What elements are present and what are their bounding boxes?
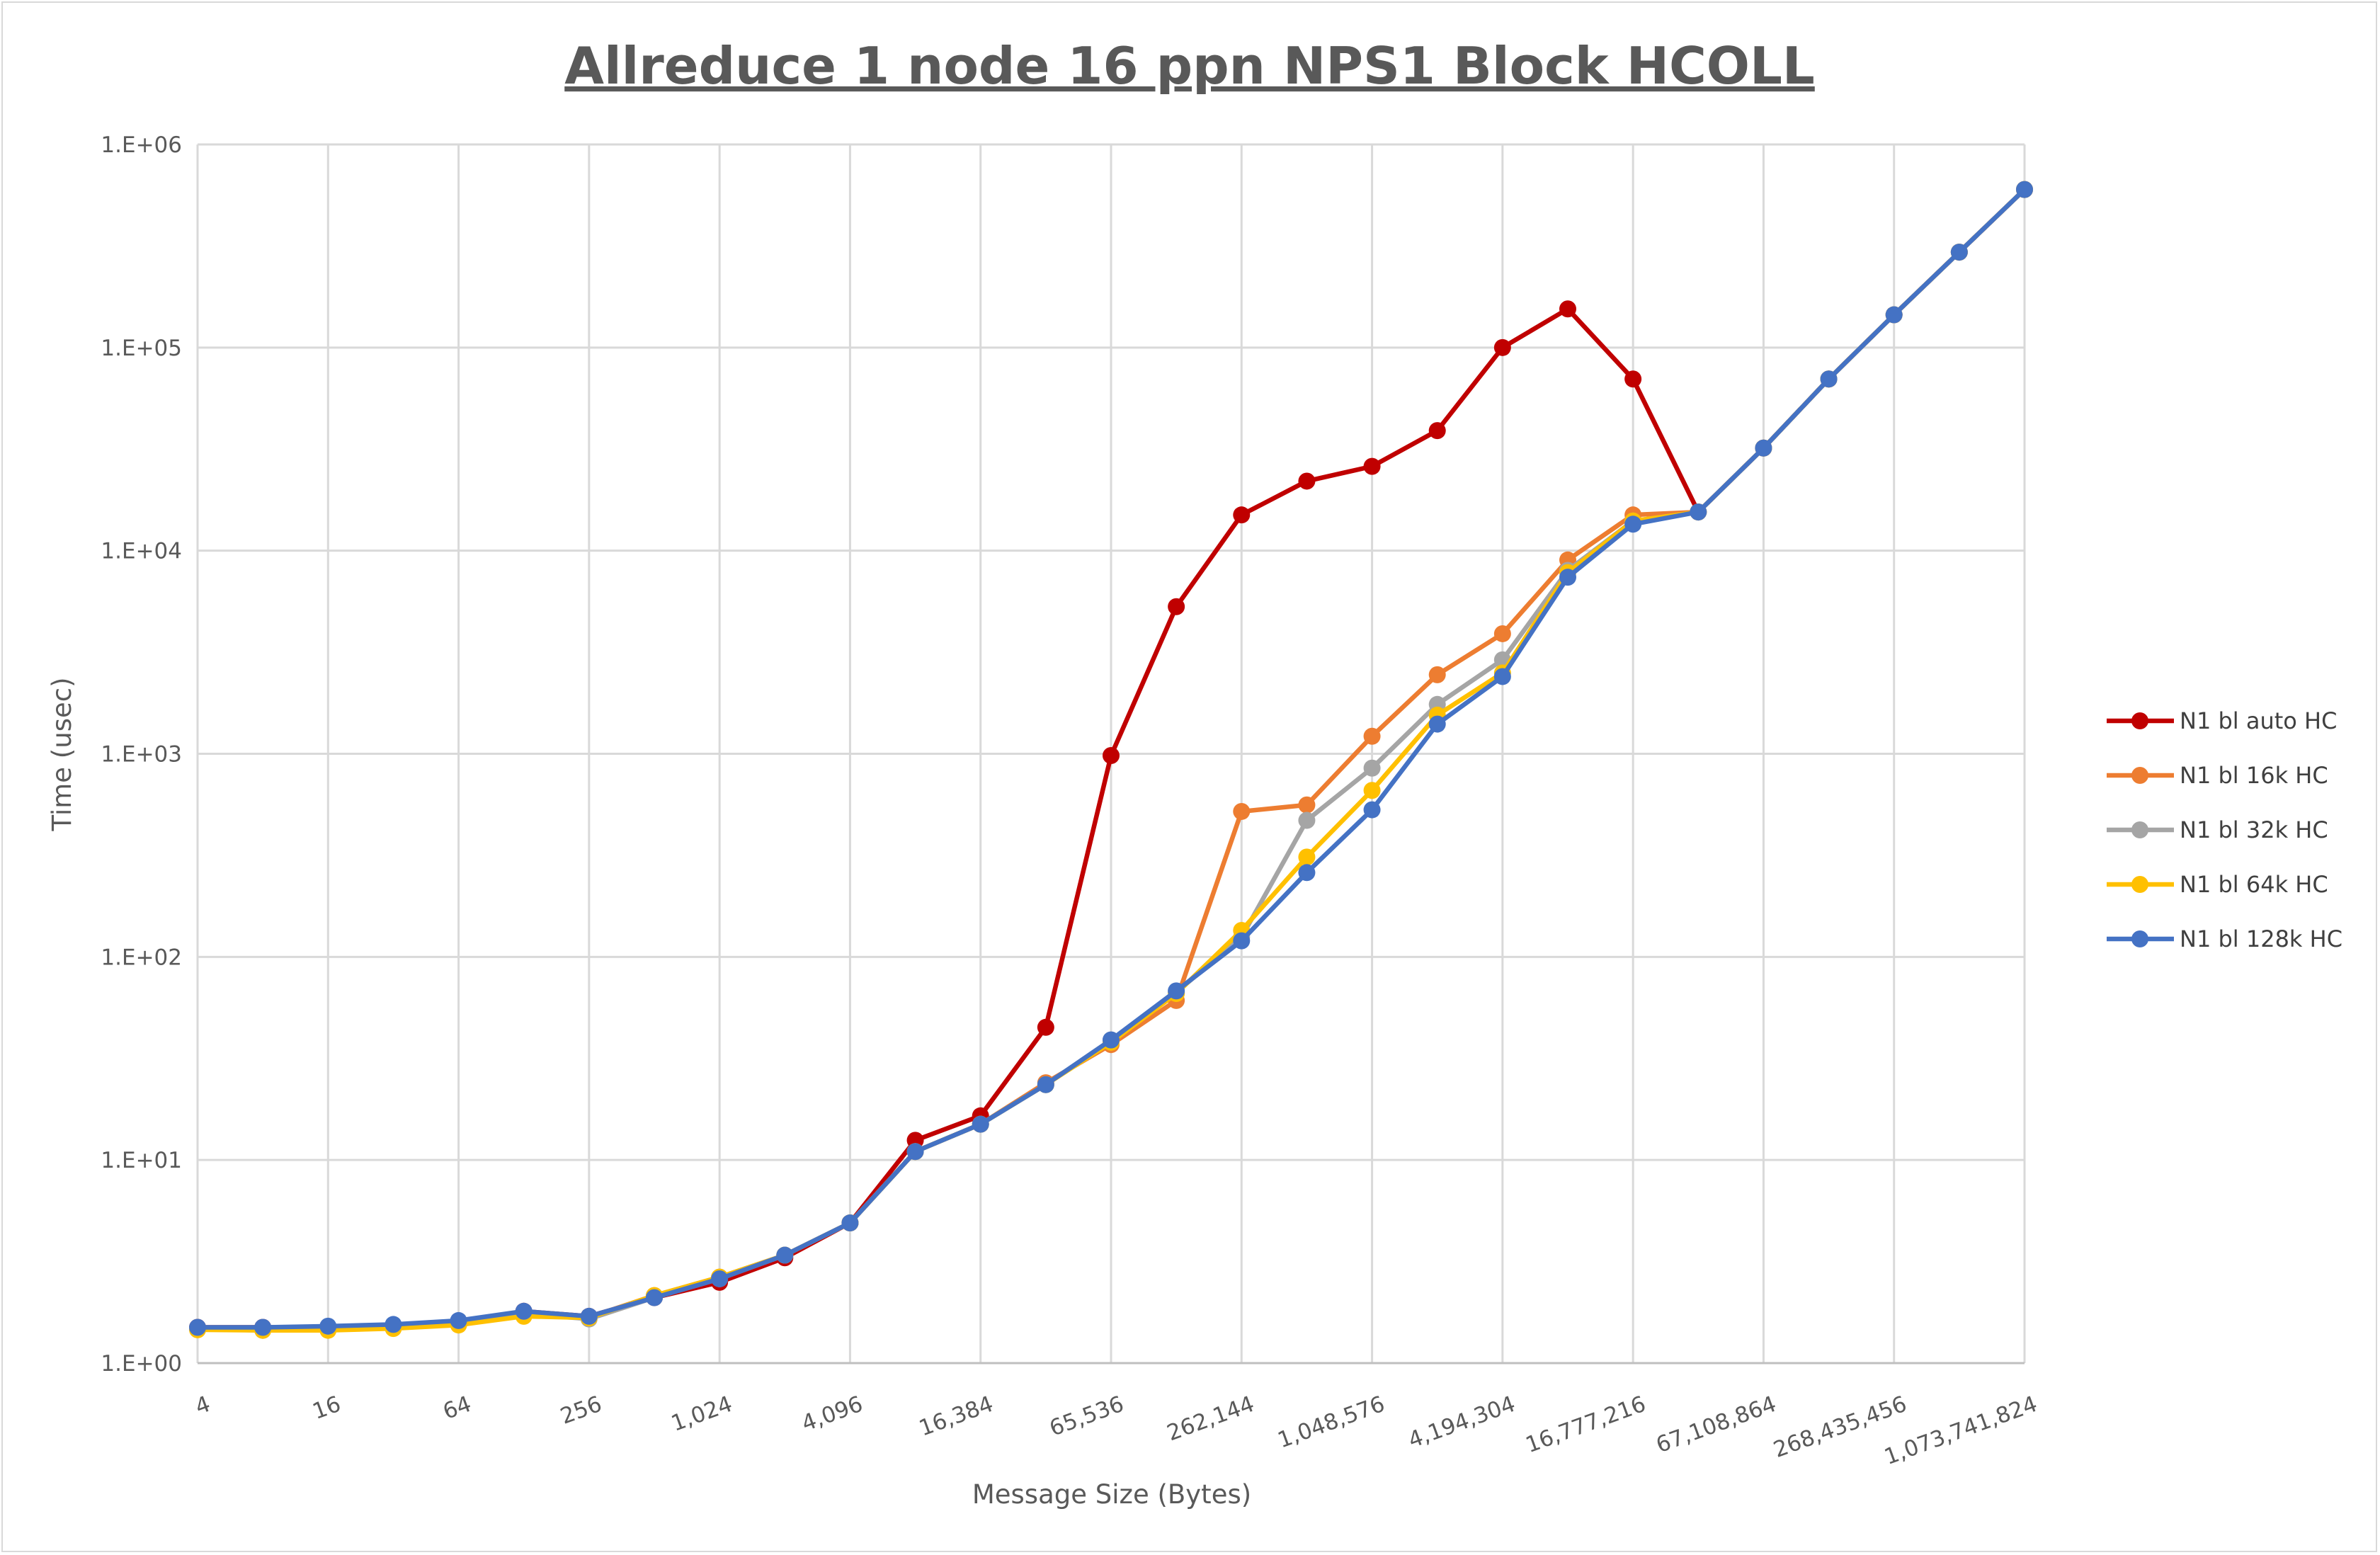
- chart-title: Allreduce 1 node 16 ppn NPS1 Block HCOLL: [564, 36, 1815, 96]
- data-point: [1298, 848, 1316, 866]
- x-tick-label: 16,777,216: [1522, 1391, 1649, 1459]
- data-point: [972, 1115, 989, 1133]
- x-tick-label: 65,536: [1046, 1391, 1127, 1442]
- data-point: [776, 1246, 794, 1264]
- y-axis-title: Time (usec): [47, 677, 77, 831]
- data-point: [1559, 300, 1576, 318]
- data-point: [1298, 811, 1316, 829]
- x-tick-label: 16,384: [916, 1391, 996, 1442]
- data-point: [1363, 457, 1381, 475]
- legend-label: N1 bl 128k HC: [2180, 925, 2342, 952]
- data-point: [1363, 801, 1381, 819]
- data-point: [1950, 244, 1968, 261]
- y-tick-label: 1.E+04: [101, 539, 182, 564]
- legend: N1 bl auto HC N1 bl 16k HC N1 bl 32k HC N1 …: [2107, 707, 2342, 952]
- data-point: [450, 1311, 467, 1329]
- x-tick-label: 4: [192, 1391, 214, 1420]
- legend-marker: [2131, 821, 2148, 838]
- data-point: [515, 1302, 533, 1320]
- x-tick-label: 67,108,864: [1653, 1391, 1780, 1459]
- legend-label: N1 bl 64k HC: [2180, 871, 2328, 898]
- data-point: [1298, 864, 1316, 882]
- data-point: [1103, 1031, 1120, 1049]
- data-point: [841, 1214, 859, 1232]
- y-tick-label: 1.E+03: [101, 742, 182, 768]
- x-tick-label: 64: [440, 1391, 474, 1425]
- x-tick-label: 256: [557, 1391, 605, 1430]
- data-point: [1755, 439, 1772, 457]
- data-point: [1428, 422, 1446, 440]
- x-tick-label: 4,096: [798, 1391, 866, 1437]
- data-point: [906, 1143, 924, 1161]
- y-tick-label: 1.E+00: [101, 1351, 182, 1377]
- data-point: [254, 1318, 272, 1336]
- data-point: [1233, 932, 1251, 950]
- x-tick-label: 262,144: [1163, 1391, 1258, 1447]
- data-point: [1037, 1076, 1054, 1093]
- data-point: [1690, 503, 1707, 521]
- legend-marker: [2131, 876, 2148, 893]
- series-n1-bl-128k-hc: [189, 181, 2033, 1336]
- data-point: [1493, 338, 1511, 356]
- legend-marker: [2131, 930, 2148, 947]
- x-tick-label: 4,194,304: [1405, 1391, 1519, 1454]
- legend-label: N1 bl 16k HC: [2180, 762, 2328, 789]
- data-point: [646, 1289, 663, 1306]
- data-point: [1363, 782, 1381, 799]
- data-point: [189, 1318, 206, 1336]
- y-tick-label: 1.E+01: [101, 1148, 182, 1173]
- y-tick-label: 1.E+06: [101, 132, 182, 158]
- x-tick-label: 1,048,576: [1275, 1391, 1389, 1454]
- data-point: [1103, 747, 1120, 765]
- data-point: [1298, 472, 1316, 490]
- y-tick-label: 1.E+05: [101, 336, 182, 361]
- data-point: [1428, 715, 1446, 733]
- data-point: [319, 1317, 337, 1335]
- x-tick-label: 16: [309, 1391, 344, 1425]
- x-axis-title: Message Size (Bytes): [972, 1479, 1251, 1510]
- data-point: [580, 1307, 598, 1325]
- data-point: [1168, 982, 1185, 1000]
- data-point: [1168, 598, 1185, 615]
- data-point: [1885, 306, 1903, 324]
- data-point: [1624, 370, 1642, 388]
- data-point: [1037, 1018, 1054, 1036]
- data-point: [1428, 666, 1446, 683]
- data-point: [2016, 181, 2033, 198]
- legend-label: N1 bl auto HC: [2180, 707, 2337, 734]
- data-point: [711, 1270, 729, 1287]
- data-point: [1559, 569, 1576, 586]
- data-point: [1363, 727, 1381, 745]
- legend-marker: [2131, 712, 2148, 729]
- legend-label: N1 bl 32k HC: [2180, 816, 2328, 843]
- x-tick-label: 1,024: [668, 1391, 736, 1437]
- data-point: [1298, 796, 1316, 814]
- legend-marker: [2131, 767, 2148, 784]
- data-point: [1820, 370, 1838, 388]
- data-point: [1233, 802, 1251, 820]
- y-tick-label: 1.E+02: [101, 945, 182, 970]
- data-point: [1493, 625, 1511, 642]
- data-point: [1624, 516, 1642, 533]
- data-point: [1493, 668, 1511, 685]
- data-point: [1363, 759, 1381, 777]
- data-point: [385, 1316, 402, 1333]
- data-point: [1233, 506, 1251, 524]
